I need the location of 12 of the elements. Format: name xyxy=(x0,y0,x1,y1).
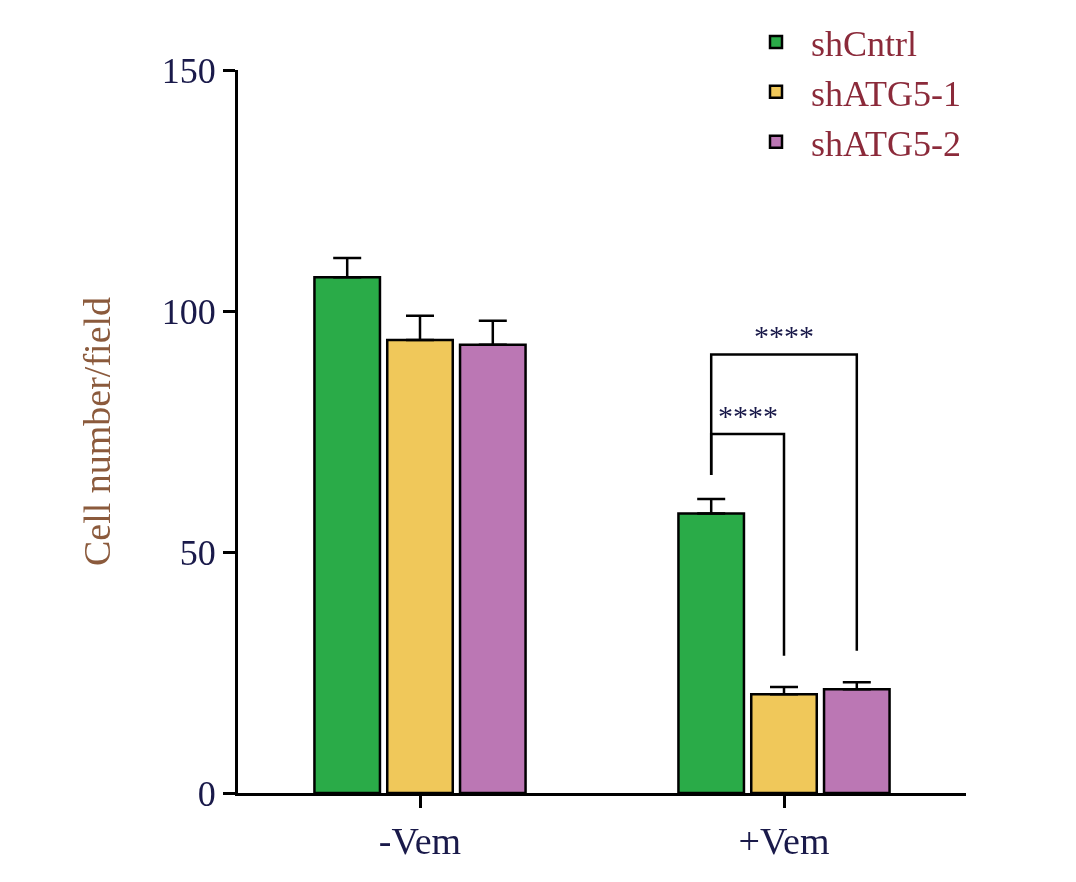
legend-label: shCntrl xyxy=(811,24,918,65)
y-tick-label: 100 xyxy=(161,291,216,332)
y-axis-title: Cell number/field xyxy=(76,296,118,567)
y-tick-label: 50 xyxy=(179,532,216,573)
y-tick-label: 150 xyxy=(161,50,216,91)
y-tick-label: 0 xyxy=(197,773,216,814)
annotation: **** xyxy=(718,399,778,432)
annotation: **** xyxy=(754,319,814,352)
legend-label: shATG5-2 xyxy=(811,123,961,164)
x-tick-label: -Vem xyxy=(378,819,462,862)
legend-label: shATG5-1 xyxy=(811,73,961,114)
x-tick-label: +Vem xyxy=(738,819,830,862)
